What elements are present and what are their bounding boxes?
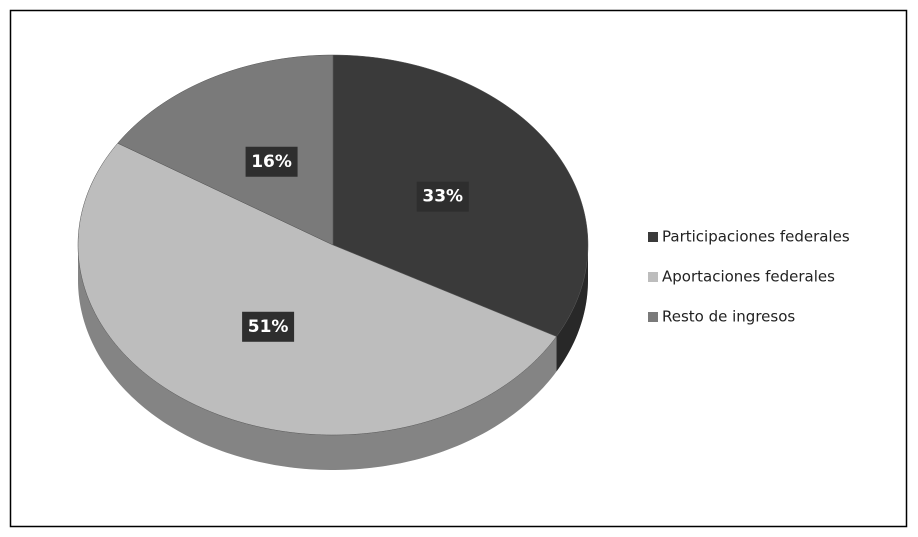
data-label: 51% [248, 317, 289, 337]
slice [77, 142, 557, 436]
legend-label: Participaciones federales [662, 228, 850, 246]
slice-side-shade [556, 245, 588, 372]
legend-swatch [648, 232, 658, 242]
slice [117, 54, 334, 246]
data-label: 16% [251, 152, 292, 172]
data-label: 33% [422, 187, 463, 207]
data-label-box [245, 146, 298, 177]
slice-side [556, 245, 588, 372]
data-label-box [242, 311, 295, 342]
legend-label: Resto de ingresos [662, 308, 795, 326]
slice-side [78, 245, 557, 470]
legend-swatch [648, 272, 658, 282]
slice-side-shade [78, 245, 557, 470]
legend-label: Aportaciones federales [662, 268, 835, 286]
legend-swatch [648, 312, 658, 322]
data-label-box [416, 181, 469, 212]
